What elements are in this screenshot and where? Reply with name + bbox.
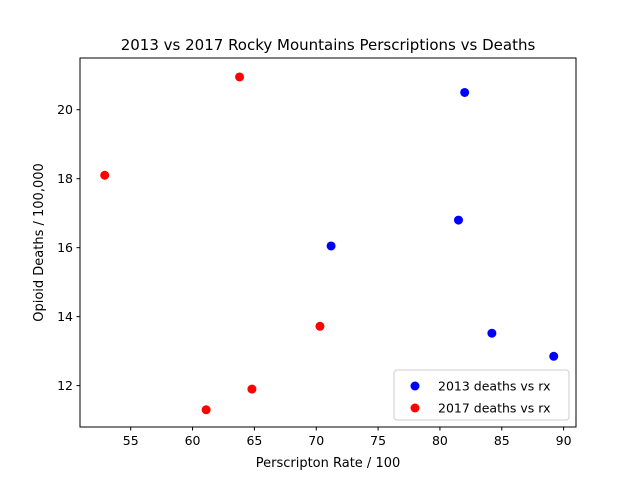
x-tick-label: 65 [246, 433, 262, 448]
legend-marker-2013 [410, 381, 420, 391]
x-axis-label: Perscripton Rate / 100 [256, 456, 401, 471]
x-tick-label: 80 [432, 433, 448, 448]
legend-label-2013: 2013 deaths vs rx [438, 379, 550, 394]
y-axis-label: Opioid Deaths / 100,000 [32, 163, 47, 322]
y-tick-label: 18 [57, 171, 73, 186]
data-point-series-1 [460, 87, 470, 97]
y-tick-label: 14 [57, 309, 73, 324]
data-point-series-2 [201, 405, 211, 415]
plot-marks [100, 72, 559, 415]
data-point-series-1 [326, 241, 336, 251]
x-tick-label: 75 [370, 433, 386, 448]
y-tick-label: 12 [57, 378, 73, 393]
x-axis-ticks: 55 60 65 70 75 80 85 90 [123, 427, 572, 448]
legend-marker-2017 [410, 403, 420, 413]
legend-label-2017: 2017 deaths vs rx [438, 401, 550, 416]
y-tick-label: 20 [57, 102, 73, 117]
x-tick-label: 90 [556, 433, 572, 448]
data-point-series-2 [100, 170, 110, 180]
data-point-series-1 [453, 215, 463, 225]
data-point-series-1 [487, 328, 497, 338]
legend: 2013 deaths vs rx 2017 deaths vs rx [393, 369, 570, 421]
data-point-series-2 [247, 384, 257, 394]
plot-area-frame [79, 57, 577, 428]
x-tick-label: 55 [123, 433, 139, 448]
legend-box [393, 369, 570, 421]
x-tick-label: 70 [308, 433, 324, 448]
y-tick-label: 16 [57, 240, 73, 255]
data-point-series-1 [549, 351, 559, 361]
y-axis-ticks: 12 14 16 18 20 [57, 102, 80, 393]
data-point-series-2 [315, 321, 325, 331]
data-point-series-2 [235, 72, 245, 82]
x-tick-label: 85 [494, 433, 510, 448]
chart-title: 2013 vs 2017 Rocky Mountains Perscriptio… [121, 36, 536, 54]
x-tick-label: 60 [185, 433, 201, 448]
